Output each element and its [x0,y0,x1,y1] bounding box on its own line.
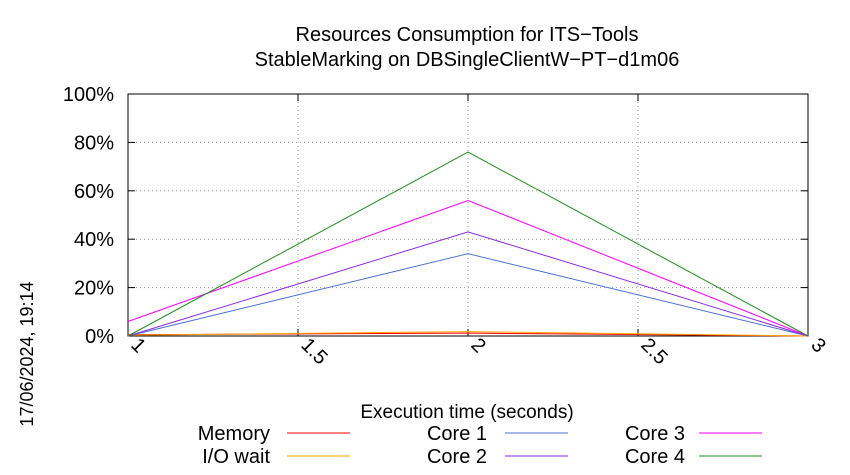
chart-title: Resources Consumption for ITS−Tools [296,24,639,46]
legend-label: I/O wait [202,446,270,468]
series-line-i-o-wait [127,331,809,337]
legend-label: Core 1 [427,423,487,445]
x-tick-label: 3 [806,334,829,357]
y-tick-label: 0% [85,326,114,348]
legend-label: Core 4 [625,446,685,468]
y-tick-label: 40% [74,229,114,251]
legend-label: Core 2 [427,446,487,468]
series-line-core-2 [127,231,809,337]
x-tick-label: 1 [126,334,149,357]
x-axis-label: Execution time (seconds) [360,402,573,423]
series-line-core-1 [127,253,809,337]
y-axis-ticks: 0% 20% 40% 60% 80% 100% [63,84,808,348]
series-line-core-3 [127,199,809,337]
x-tick-label: 2.5 [636,334,671,369]
x-axis-ticks: 1 1.5 2 2.5 3 [126,94,830,369]
series-line-core-4 [127,151,809,337]
chart-subtitle: StableMarking on DBSingleClientW−PT−d1m0… [255,49,680,71]
y-tick-label: 100% [63,84,114,106]
series-lines [127,151,809,337]
timestamp-label: 17/06/2024, 19:14 [17,281,37,426]
x-tick-label: 1.5 [296,334,331,369]
legend-label: Core 3 [625,423,685,445]
y-tick-label: 60% [74,181,114,203]
legend-label: Memory [198,423,270,445]
y-tick-label: 80% [74,132,114,154]
y-tick-label: 20% [74,278,114,300]
grid-lines [128,94,808,336]
x-tick-label: 2 [466,334,489,357]
